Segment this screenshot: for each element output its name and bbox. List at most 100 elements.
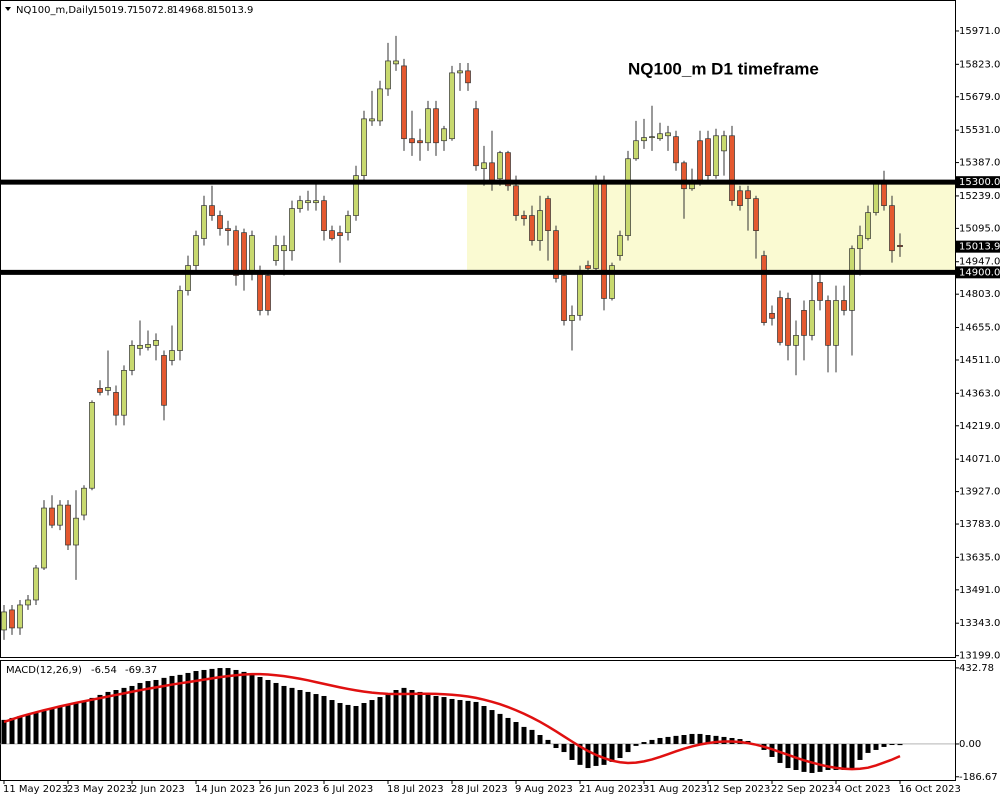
- macd-bar: [897, 743, 903, 746]
- macd-bar: [433, 695, 439, 744]
- candle-body: [585, 265, 591, 269]
- macd-bar: [161, 677, 167, 744]
- candle-body: [673, 136, 679, 164]
- macd-bar: [105, 691, 111, 744]
- candle-body: [33, 567, 39, 601]
- candle-body: [281, 245, 287, 252]
- macd-bar: [113, 690, 119, 744]
- x-tick-label: 11 May 2023: [3, 784, 68, 795]
- candle-body: [825, 300, 831, 346]
- candle-body: [209, 205, 215, 216]
- level-label: 15300.0: [959, 177, 1000, 188]
- candle-body: [225, 228, 231, 231]
- macd-bar: [497, 713, 503, 744]
- macd-bar: [825, 743, 831, 770]
- macd-bar: [857, 743, 863, 760]
- candle-body: [457, 70, 463, 74]
- candle-body: [465, 70, 471, 84]
- candle-body: [273, 245, 279, 261]
- macd-bar: [649, 739, 655, 744]
- macd-bar: [585, 743, 591, 769]
- candle-body: [481, 162, 487, 170]
- candle-body: [833, 300, 839, 346]
- x-tick-label: 16 Oct 2023: [899, 784, 961, 795]
- candle-body: [625, 158, 631, 236]
- macd-bar: [601, 743, 607, 765]
- macd-bar: [177, 674, 183, 744]
- candle-body: [169, 350, 175, 361]
- y-tick-label: 15387.0: [959, 158, 1000, 169]
- x-tick-label: 14 Jun 2023: [195, 784, 255, 795]
- candle-body: [633, 140, 639, 160]
- macd-bar: [201, 669, 207, 744]
- macd-bar: [97, 694, 103, 744]
- macd-bar: [801, 743, 807, 772]
- candle-body: [713, 135, 719, 176]
- macd-bar: [313, 694, 319, 744]
- candle-body: [289, 208, 295, 252]
- level-label-box: [956, 266, 1000, 279]
- candle-body: [297, 200, 303, 209]
- candle-body: [369, 118, 375, 122]
- macd-bar: [513, 721, 519, 744]
- candle-body: [41, 507, 47, 569]
- macd-bar: [625, 743, 631, 753]
- macd-bar: [401, 687, 407, 744]
- macd-bar: [465, 700, 471, 744]
- macd-bar: [129, 685, 135, 744]
- x-tick-label: 22 Sep 2023: [771, 784, 834, 795]
- macd-bar: [89, 697, 95, 744]
- candle-body: [193, 235, 199, 266]
- annotation: NQ100_m D1 timeframe: [628, 59, 819, 78]
- candle-body: [601, 182, 607, 299]
- candle-body: [761, 255, 767, 323]
- candle-body: [377, 88, 383, 122]
- candle-body: [425, 108, 431, 144]
- candle-body: [409, 138, 415, 144]
- price-label-box: [956, 240, 1000, 253]
- candle-body: [89, 402, 95, 489]
- candle-body: [681, 162, 687, 190]
- y-tick-label: 15679.0: [959, 92, 1000, 103]
- macd-bar: [641, 742, 647, 744]
- macd-frame: [0, 660, 956, 781]
- macd-bar: [345, 704, 351, 744]
- candle-body: [241, 232, 247, 271]
- y-tick-label: 15095.0: [959, 223, 1000, 234]
- y-tick-label: 14511.0: [959, 355, 1000, 366]
- macd-bar: [481, 705, 487, 744]
- candle-body: [353, 175, 359, 216]
- macd-bar: [833, 743, 839, 770]
- macd-bar: [369, 700, 375, 744]
- y-tick-label: 14071.0: [959, 454, 1000, 465]
- macd-bar: [865, 743, 871, 753]
- macd-bar: [137, 682, 143, 744]
- candle-body: [745, 190, 751, 199]
- price-label: 15013.9: [959, 242, 1000, 253]
- candle-body: [793, 335, 799, 346]
- low-value: 14968.8: [172, 5, 213, 16]
- macd-bar: [633, 743, 639, 746]
- macd-bar: [257, 676, 263, 744]
- signal-line: [3, 672, 901, 771]
- candle-body: [345, 215, 351, 234]
- candle-body: [529, 215, 535, 241]
- candle-body: [641, 137, 647, 142]
- macd-bar: [1, 719, 7, 744]
- macd-bar: [25, 714, 31, 744]
- macd-bar: [217, 668, 223, 744]
- macd-bar: [881, 743, 887, 747]
- macd-bar: [569, 743, 575, 760]
- menu-arrow[interactable]: [5, 7, 11, 11]
- x-tick-label: 6 Jul 2023: [323, 784, 373, 795]
- candle-body: [817, 282, 823, 301]
- candle-body: [809, 300, 815, 336]
- candle-body: [417, 140, 423, 144]
- macd-bar: [657, 737, 663, 744]
- macd-bar: [385, 694, 391, 744]
- candle-body: [513, 185, 519, 216]
- macd-bar: [233, 669, 239, 744]
- y-tick-label: 13927.0: [959, 487, 1000, 498]
- macd-bar: [249, 674, 255, 744]
